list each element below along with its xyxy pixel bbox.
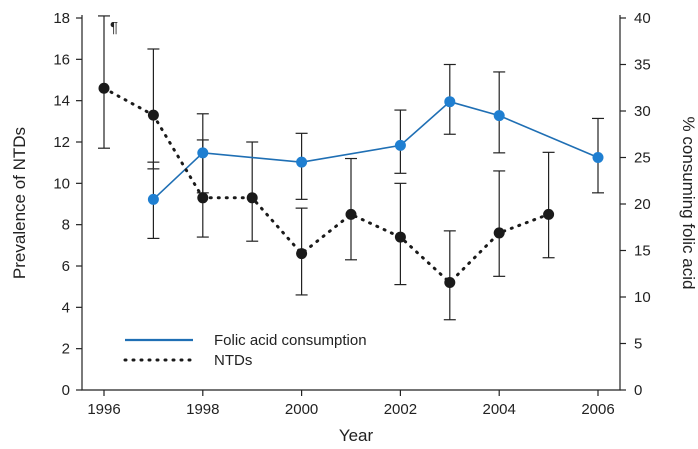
ntds-data-point [493,227,505,239]
right-y-tick-label: 15 [634,243,651,260]
folic-acid-data-point [296,156,308,168]
ntds-data-point [444,277,456,289]
legend: Folic acid consumption NTDs [123,332,367,369]
right-y-tick-label: 20 [634,196,651,213]
left-y-tick-label: 6 [62,258,70,275]
ntds-data-point [296,248,308,260]
folic-acid-data-point [197,147,209,159]
x-tick-label: 1996 [87,401,120,418]
left-y-tick-label: 18 [53,10,70,27]
right-y-tick-label: 10 [634,289,651,306]
left-y-tick-label: 0 [62,382,70,399]
folic-acid-data-point [444,96,456,108]
x-axis-title: Year [339,426,374,444]
ntds-data-point [345,208,357,220]
legend-folic-acid-label: Folic acid consumption [214,332,367,349]
left-y-tick-label: 14 [53,93,70,110]
x-tick-label: 2002 [384,401,417,418]
x-tick-label: 2000 [285,401,318,418]
legend-ntds-label: NTDs [214,352,252,369]
folic-acid-data-point [493,110,505,122]
left-y-tick-label: 12 [53,134,70,151]
right-y-tick-label: 0 [634,382,642,399]
folic-acid-data-point [394,139,406,151]
folic-acid-data-point [147,193,159,205]
left-y-tick-label: 2 [62,341,70,358]
folic-acid-series-line [152,100,599,200]
annotation-pilcrow: ¶ [110,19,118,36]
axes: 1996 1998 2000 2002 2004 2006 0 2 4 6 8 10 12 14 16 18 0… [53,10,650,418]
plot-frame [81,15,621,391]
right-y-tick-label: 5 [634,336,642,353]
right-y-tick-label: 25 [634,150,651,167]
x-tick-label: 2006 [581,401,614,418]
ntds-data-point [147,109,159,121]
x-tick-label: 1998 [186,401,219,418]
left-y-tick-label: 10 [53,175,70,192]
right-y-tick-label: 35 [634,57,651,74]
ntds-data-point [543,208,555,220]
folic-acid-data-point [592,152,604,163]
ntds-data-point [246,192,258,204]
left-y-tick-label: 16 [53,51,70,68]
x-tick-label: 2004 [483,401,516,418]
ntds-data-point [98,82,110,94]
left-y-tick-label: 4 [62,299,70,316]
series-points [98,82,604,289]
right-y-tick-label: 30 [634,103,651,120]
ntds-series-line [102,86,551,285]
right-y-axis-title: % consuming folic acid [679,117,698,290]
ntds-data-point [394,231,406,243]
left-y-tick-label: 8 [62,217,70,234]
right-y-tick-label: 40 [634,10,651,27]
left-y-axis-title: Prevalence of NTDs [10,127,29,279]
error-bars [98,15,604,321]
ntds-data-point [197,192,209,204]
